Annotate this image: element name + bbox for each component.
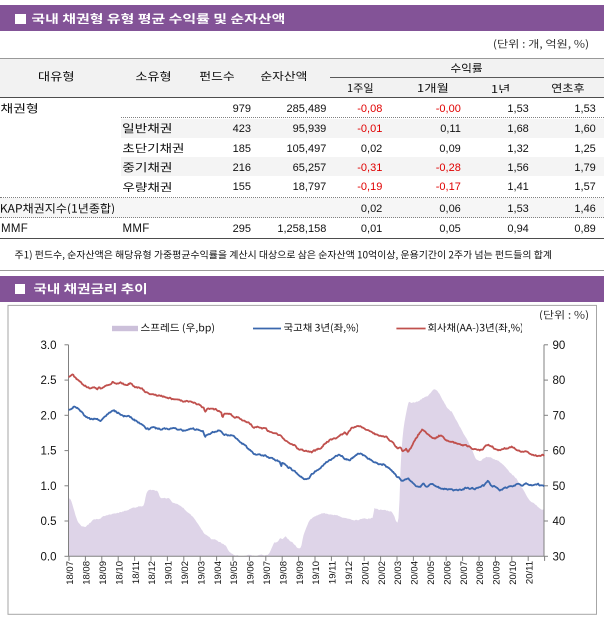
svg-text:18/08: 18/08 (82, 561, 93, 585)
svg-text:18/09: 18/09 (98, 561, 109, 585)
svg-text:18/11: 18/11 (131, 561, 142, 584)
svg-text:20/05: 20/05 (426, 561, 437, 585)
svg-text:20/01: 20/01 (360, 561, 371, 585)
svg-text:2.0: 2.0 (41, 410, 57, 422)
svg-text:0.0: 0.0 (41, 551, 57, 563)
svg-text:20/11: 20/11 (524, 561, 535, 584)
svg-text:19/07: 19/07 (262, 561, 273, 585)
svg-text:20/02: 20/02 (377, 561, 388, 585)
svg-text:18/12: 18/12 (147, 561, 158, 585)
svg-text:19/03: 19/03 (196, 561, 207, 585)
svg-text:19/05: 19/05 (229, 561, 240, 585)
svg-text:19/11: 19/11 (328, 561, 339, 584)
svg-text:19/02: 19/02 (180, 561, 191, 585)
svg-text:20/06: 20/06 (442, 561, 453, 585)
svg-text:1.0: 1.0 (41, 481, 57, 493)
svg-text:70: 70 (553, 410, 566, 422)
svg-text:2.5: 2.5 (41, 375, 57, 387)
svg-text:20/07: 20/07 (459, 561, 470, 585)
svg-text:20/08: 20/08 (475, 561, 486, 585)
svg-text:20/09: 20/09 (492, 561, 503, 585)
svg-text:19/01: 19/01 (164, 561, 175, 585)
svg-text:0.5: 0.5 (41, 516, 57, 528)
svg-text:19/09: 19/09 (295, 561, 306, 585)
svg-text:20/10: 20/10 (508, 561, 519, 585)
svg-text:19/04: 19/04 (213, 561, 224, 585)
svg-text:19/08: 19/08 (278, 561, 289, 585)
svg-text:60: 60 (553, 446, 566, 458)
svg-text:3.0: 3.0 (41, 340, 57, 352)
svg-text:40: 40 (553, 516, 566, 528)
svg-text:50: 50 (553, 481, 566, 493)
svg-text:30: 30 (553, 551, 566, 563)
svg-text:20/04: 20/04 (410, 561, 421, 585)
svg-text:90: 90 (553, 340, 566, 352)
svg-text:1.5: 1.5 (41, 446, 57, 458)
svg-text:19/12: 19/12 (344, 561, 355, 585)
svg-text:20/03: 20/03 (393, 561, 404, 585)
svg-text:18/07: 18/07 (65, 561, 76, 585)
svg-text:19/10: 19/10 (311, 561, 322, 585)
svg-text:18/10: 18/10 (114, 561, 125, 585)
svg-text:19/06: 19/06 (246, 561, 257, 585)
svg-text:80: 80 (553, 375, 566, 387)
